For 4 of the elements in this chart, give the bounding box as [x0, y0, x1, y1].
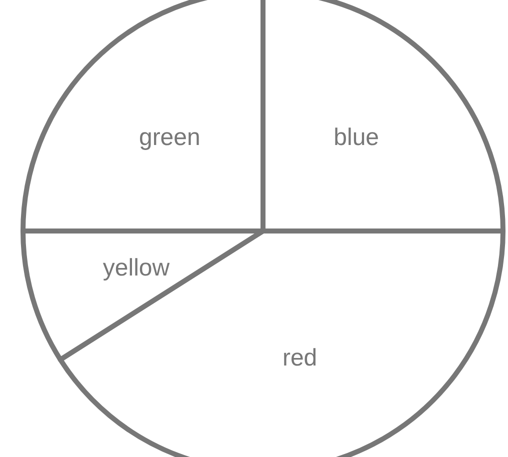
slice-label: yellow [102, 254, 170, 282]
slice-label: blue [334, 124, 380, 152]
slice-label: red [282, 344, 318, 372]
slice-label: green [138, 124, 200, 152]
